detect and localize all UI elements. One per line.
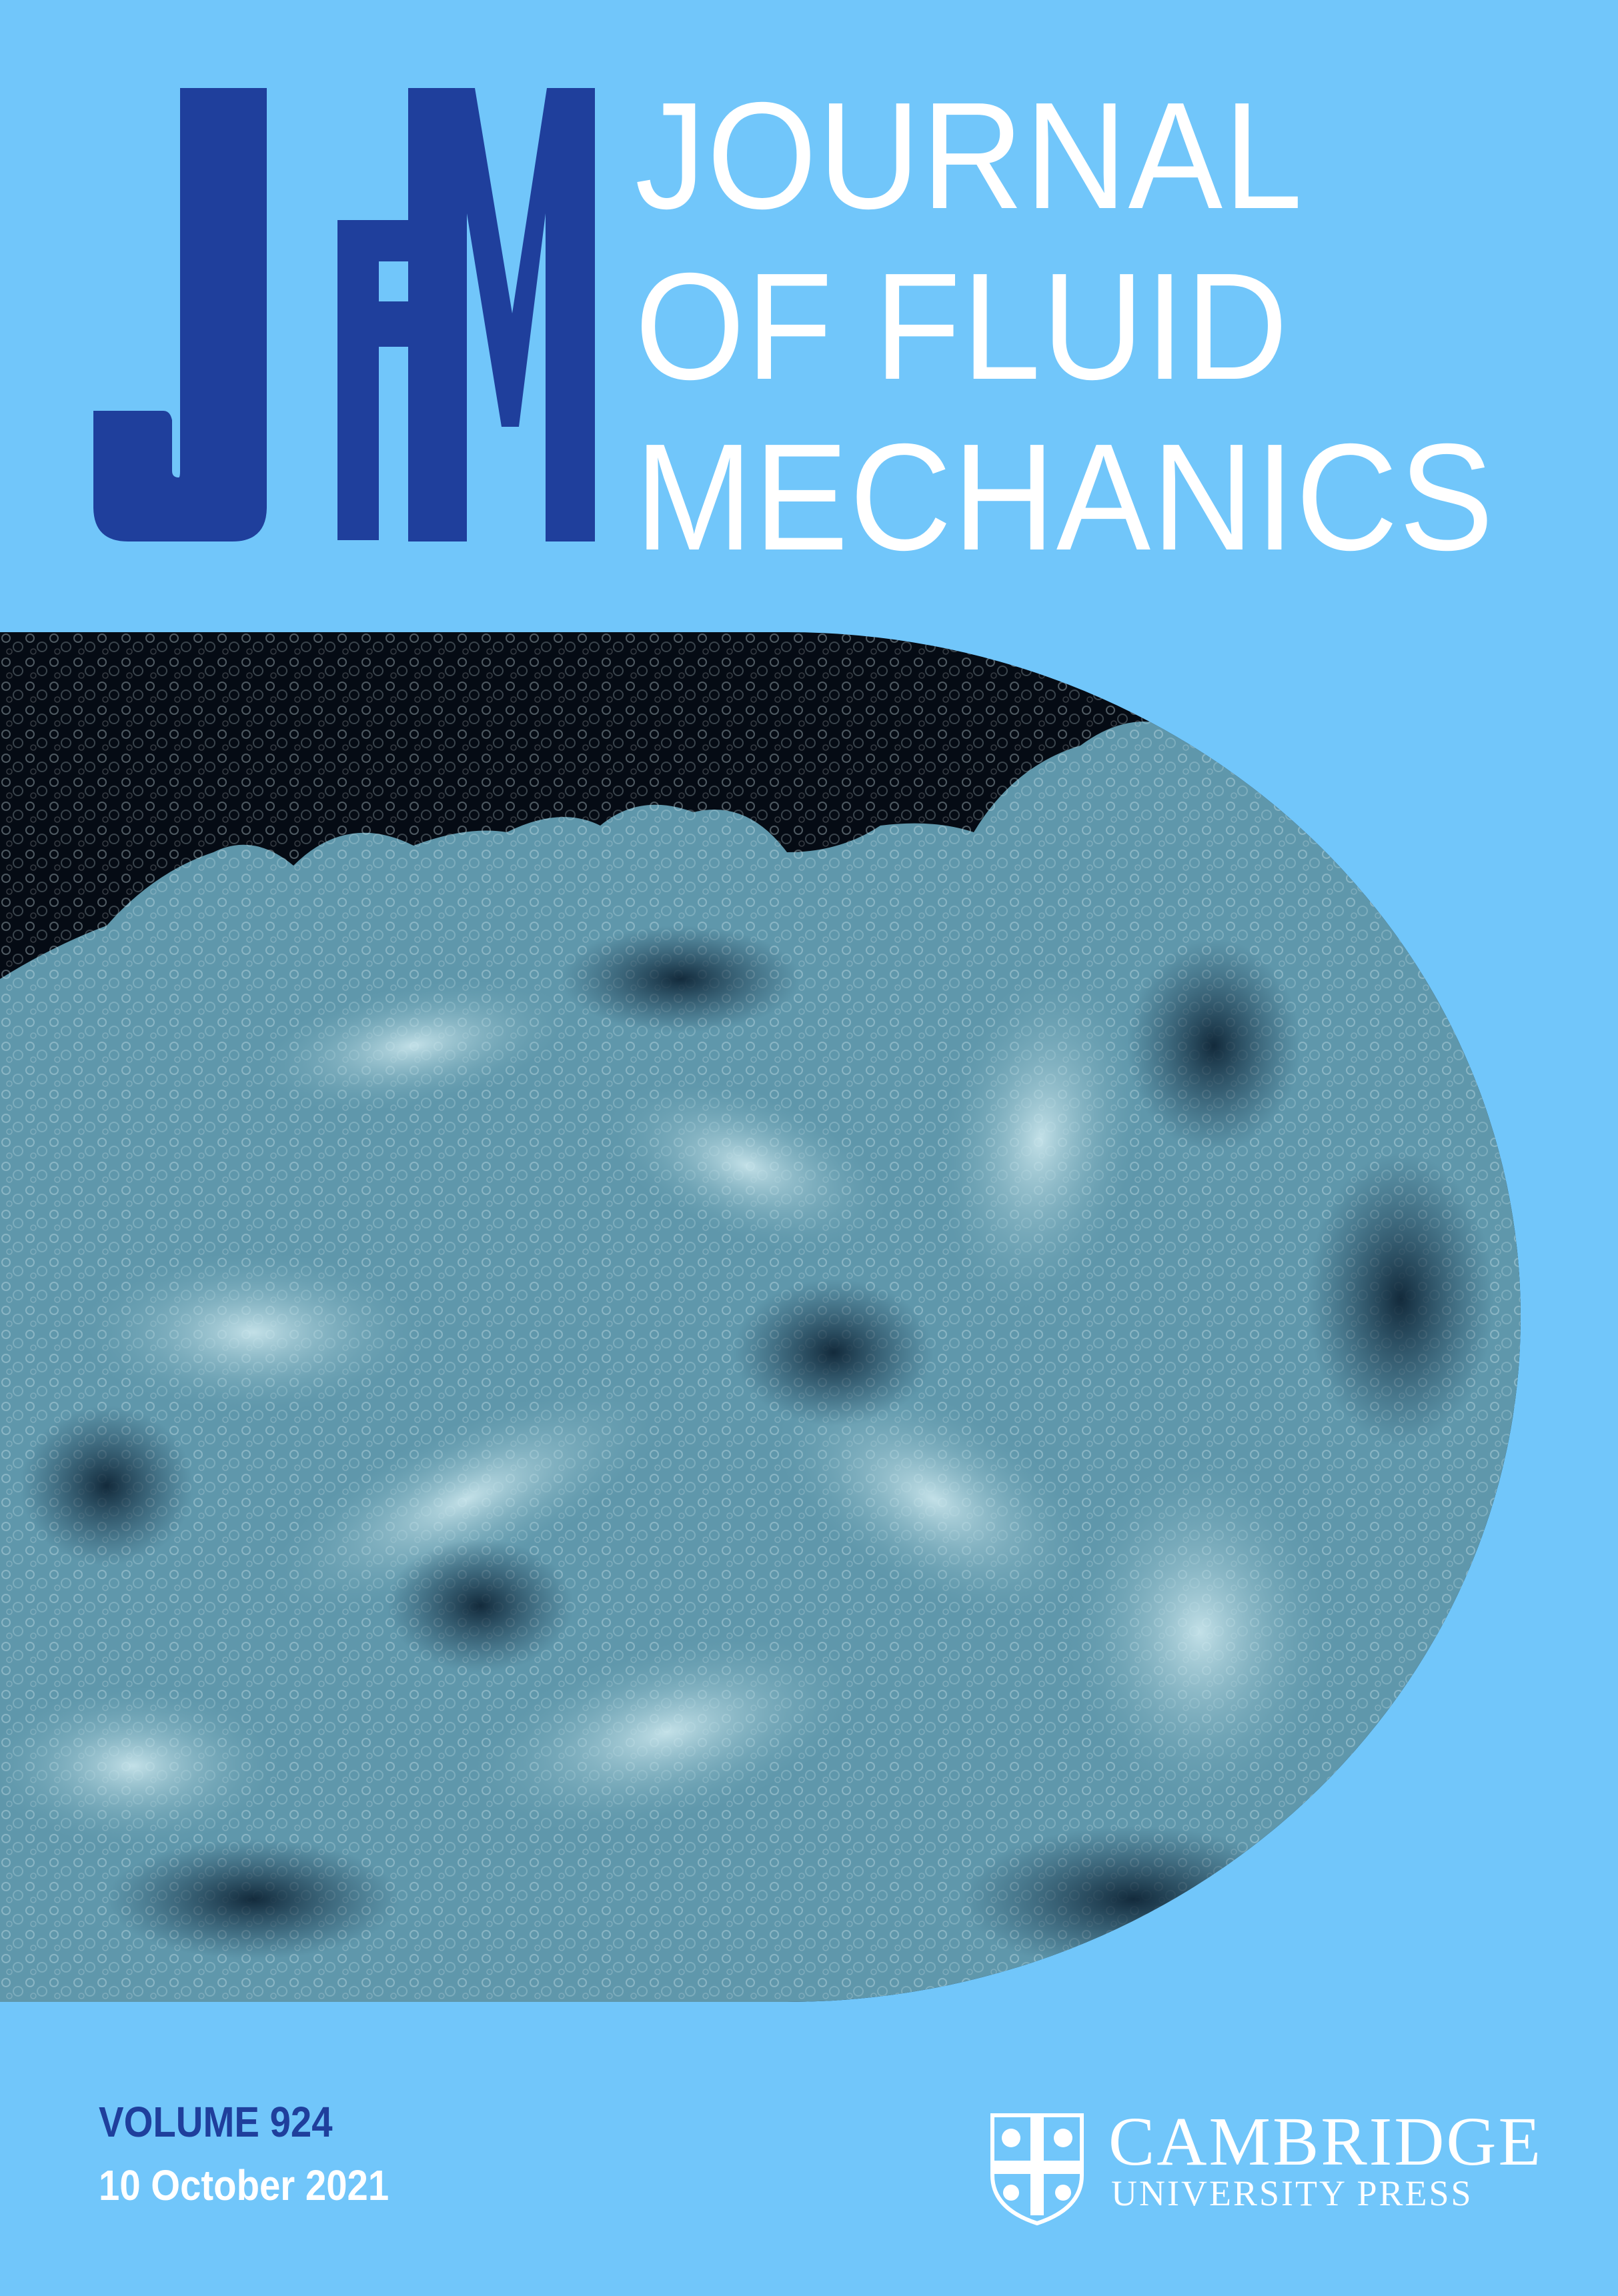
issue-volume: VOLUME 924 [99,2098,333,2146]
jfm-logo-letter-m [408,88,595,541]
journal-title-line-3: MECHANICS [635,413,1495,582]
jfm-logo-letter-f [337,220,414,540]
issue-date: 10 October 2021 [99,2161,389,2209]
journal-title-line-1: JOURNAL [635,71,1304,241]
jfm-logo-letter-j [93,88,267,541]
journal-title-line-2: OF FLUID [635,242,1289,411]
cambridge-shield-icon [990,2113,1084,2226]
jfm-logo [93,88,595,541]
publisher-name: CAMBRIDGE [1108,2103,1543,2180]
publisher-subtitle: UNIVERSITY PRESS [1111,2173,1473,2213]
cover-photo-foam [0,632,1521,2002]
